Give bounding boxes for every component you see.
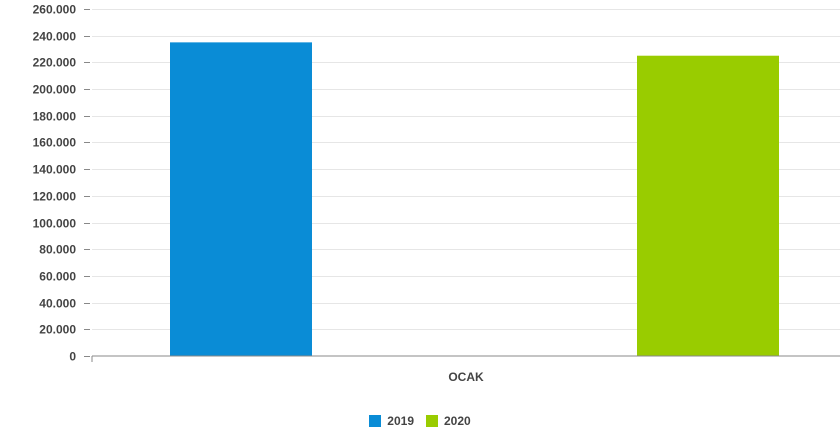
y-tick-label: 200.000 bbox=[33, 83, 77, 97]
y-tick-label: 20.000 bbox=[39, 323, 76, 337]
y-tick-label: 140.000 bbox=[33, 163, 77, 177]
y-tick-label: 0 bbox=[69, 350, 76, 364]
legend-item-2020[interactable]: 2020 bbox=[426, 414, 471, 428]
bar-2020[interactable] bbox=[637, 55, 779, 356]
y-tick-label: 160.000 bbox=[33, 136, 77, 150]
y-tick-label: 220.000 bbox=[33, 56, 77, 70]
bar-chart: 0 20.000 40.000 60.000 80.000 100.000 120.000 1… bbox=[33, 3, 840, 384]
x-category-label: OCAK bbox=[448, 370, 484, 384]
legend-swatch-2020 bbox=[426, 415, 438, 427]
y-tick-label: 100.000 bbox=[33, 217, 77, 231]
y-tick-label: 180.000 bbox=[33, 110, 77, 124]
bars bbox=[170, 42, 779, 356]
bar-2019[interactable] bbox=[170, 42, 312, 356]
legend-item-2019[interactable]: 2019 bbox=[369, 414, 414, 428]
y-axis: 0 20.000 40.000 60.000 80.000 100.000 120.000 1… bbox=[33, 3, 93, 364]
y-tick-label: 40.000 bbox=[39, 297, 76, 311]
legend: 2019 2020 bbox=[0, 414, 840, 428]
y-tick-label: 260.000 bbox=[33, 3, 77, 17]
legend-swatch-2019 bbox=[369, 415, 382, 427]
y-tick-label: 60.000 bbox=[39, 270, 76, 284]
y-tick-label: 120.000 bbox=[33, 190, 77, 204]
y-tick-label: 80.000 bbox=[39, 243, 76, 257]
legend-label-2020: 2020 bbox=[444, 414, 471, 428]
y-tick-label: 240.000 bbox=[33, 30, 77, 44]
legend-label-2019: 2019 bbox=[387, 414, 414, 428]
